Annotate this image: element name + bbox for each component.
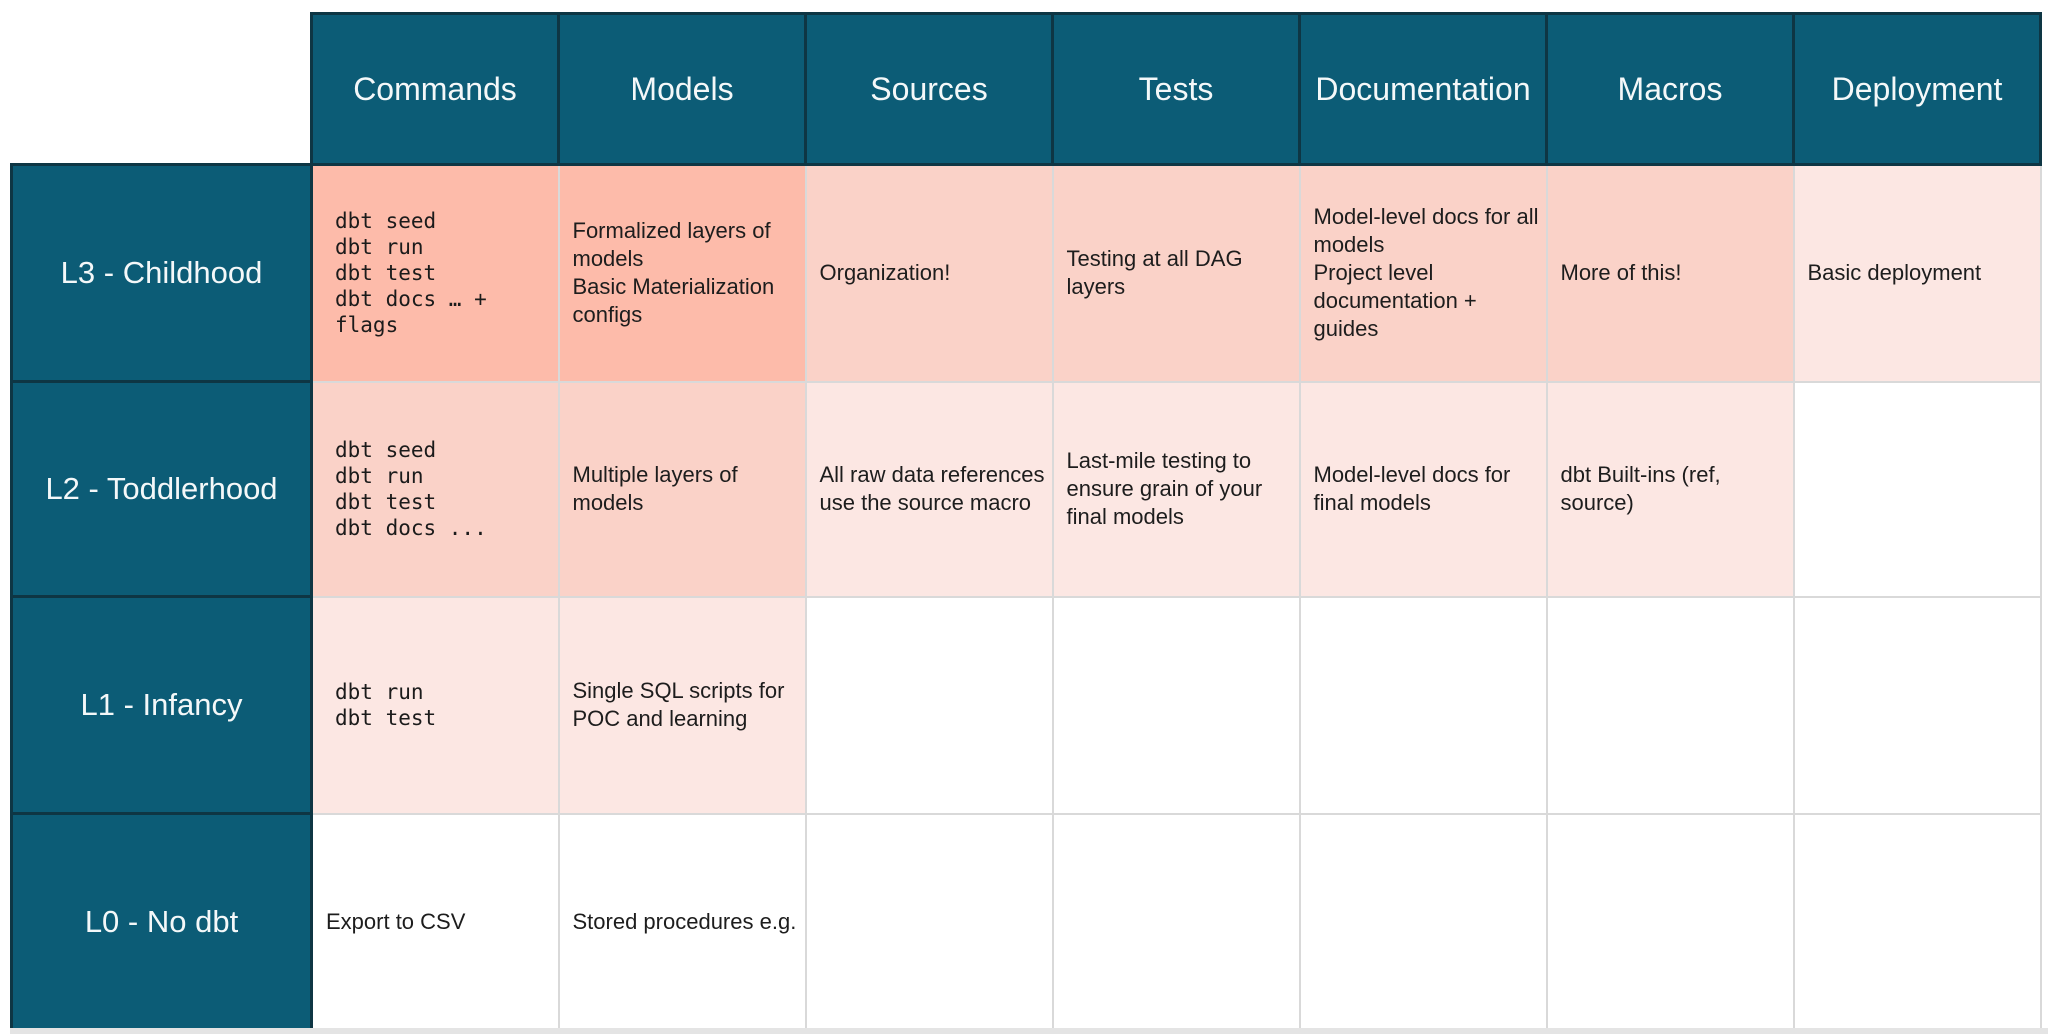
cell-text-line: flags [335,313,399,338]
corner-cell [11,13,312,165]
cell-l2-models: Multiple layers of models [557,380,807,598]
column-header-tests: Tests [1051,12,1301,166]
cell-l0-sources [804,812,1054,1031]
cell-l3-models: Formalized layers of models Basic Materia… [557,163,807,383]
cell-l0-deployment [1792,812,2042,1031]
table-row-l2-toddlerhood: L2 - Toddlerhood dbt seed dbt run dbt test d… [10,380,2042,598]
cell-l1-sources [804,595,1054,815]
cell-l3-deployment: Basic deployment [1792,163,2042,383]
cell-text-line: Formalized layers of models [572,218,771,272]
column-header-deployment: Deployment [1792,12,2042,166]
cell-text-line: dbt run [335,680,424,704]
cell-text-line: Model-level docs for all models [1313,204,1539,258]
table-row-l1-infancy: L1 - Infancy dbt run dbt test Single SQL sc… [10,595,2042,815]
cell-text-line: More of this! [1560,260,1682,286]
cell-text-line: dbt run [335,464,424,488]
column-header-row: Commands Models Sources Tests Documentat… [11,12,2042,166]
cell-l2-documentation: Model-level docs for final models [1298,380,1548,598]
cell-l1-commands: dbt run dbt test [310,595,560,815]
cell-l1-deployment [1792,595,2042,815]
cell-text-line: Multiple layers of models [572,462,738,515]
cell-l1-tests [1051,595,1301,815]
column-header-commands: Commands [310,12,560,166]
cell-l3-commands: dbt seed dbt run dbt test dbt docs … + flags [310,163,560,383]
cell-text-line: Basic Materialization configs [572,274,775,328]
cell-text-line: Model-level docs for final models [1313,462,1511,515]
row-header-l2-toddlerhood: L2 - Toddlerhood [10,380,313,598]
table-row-l3-childhood: L3 - Childhood dbt seed dbt run dbt test dbt… [10,163,2042,383]
cell-l2-macros: dbt Built-ins (ref, source) [1545,380,1795,598]
cell-text-line: dbt Built-ins (ref, source) [1560,462,1721,515]
cell-l3-documentation: Model-level docs for all models Project l… [1298,163,1548,383]
cell-text-line: Export to CSV [326,908,466,934]
table-bottom-edge [10,1028,2048,1034]
column-header-sources: Sources [804,12,1054,166]
cell-text-line: dbt run [335,235,424,260]
cell-l0-tests [1051,812,1301,1031]
cell-text-line: dbt seed [335,438,437,462]
cell-l1-macros [1545,595,1795,815]
cell-l1-models: Single SQL scripts for POC and learning [557,595,807,815]
cell-l0-models: Stored procedures e.g. [557,812,807,1031]
cell-l0-documentation [1298,812,1548,1031]
cell-l2-sources: All raw data references use the source m… [804,380,1054,598]
cell-text-line: Last-mile testing to ensure grain of you… [1066,448,1263,529]
column-header-documentation: Documentation [1298,12,1548,166]
cell-l1-documentation [1298,595,1548,815]
cell-text-line: dbt test [335,261,437,286]
maturity-table: Commands Models Sources Tests Documentat… [10,12,2042,1031]
cell-l2-deployment [1792,380,2042,598]
cell-text-line: Basic deployment [1807,260,1982,286]
cell-l3-tests: Testing at all DAG layers [1051,163,1301,383]
cell-l0-commands: Export to CSV [310,812,560,1031]
cell-text-line: dbt docs ... [335,516,487,540]
cell-text-line: Organization! [819,260,951,286]
maturity-table-body: L3 - Childhood dbt seed dbt run dbt test dbt… [10,163,2042,1031]
row-header-l0-no-dbt: L0 - No dbt [10,812,313,1031]
cell-text-line: Stored procedures e.g. [572,908,797,934]
cell-text-line: Single SQL scripts for POC and learning [572,678,785,731]
cell-text-line: dbt seed [335,209,437,234]
table-row-l0-no-dbt: L0 - No dbt Export to CSV Stored procedure… [10,812,2042,1031]
column-header-macros: Macros [1545,12,1795,166]
row-header-l1-infancy: L1 - Infancy [10,595,313,815]
cell-text-line: dbt test [335,706,437,730]
cell-l0-macros [1545,812,1795,1031]
cell-l2-tests: Last-mile testing to ensure grain of you… [1051,380,1301,598]
cell-text-line: All raw data references use the source m… [819,462,1045,515]
cell-l2-commands: dbt seed dbt run dbt test dbt docs ... [310,380,560,598]
cell-text-line: Testing at all DAG layers [1066,246,1243,300]
cell-text-line: dbt docs … + [335,287,487,312]
cell-l3-macros: More of this! [1545,163,1795,383]
cell-text-line: Project level documentation + guides [1313,260,1477,342]
column-header-models: Models [557,12,807,166]
row-header-l3-childhood: L3 - Childhood [10,163,313,383]
cell-l3-sources: Organization! [804,163,1054,383]
cell-text-line: dbt test [335,490,437,514]
